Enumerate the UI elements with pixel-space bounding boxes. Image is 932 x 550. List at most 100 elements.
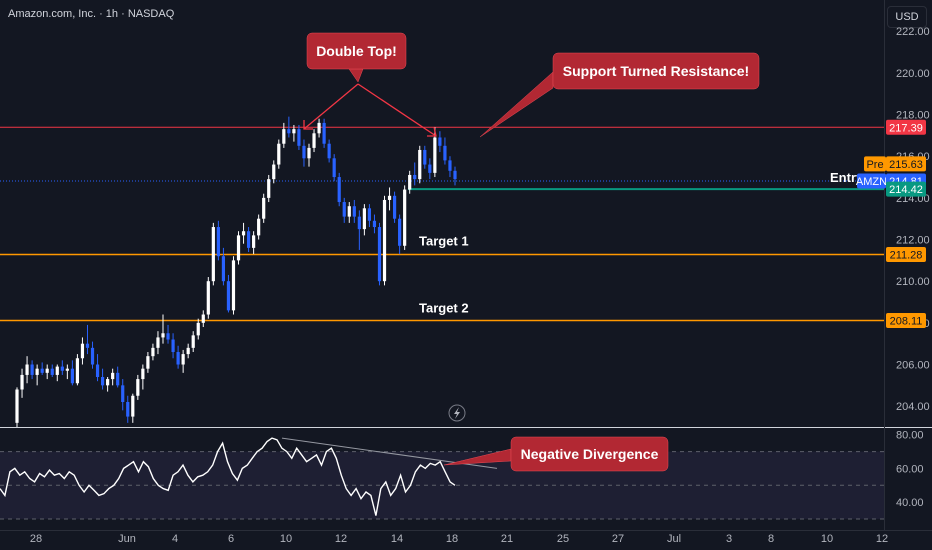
target-2-label: Target 2 xyxy=(419,301,469,316)
candle-body xyxy=(186,347,190,355)
candle-body xyxy=(362,208,366,230)
candle-body xyxy=(277,143,281,165)
rsi-tick-label: 80.00 xyxy=(896,430,924,442)
symbol-tag-label: AMZN xyxy=(856,176,887,188)
time-tick-label: 12 xyxy=(876,533,888,545)
candle-body xyxy=(95,364,100,378)
time-tick-label: 14 xyxy=(391,533,403,545)
time-tick-label: 21 xyxy=(501,533,513,545)
entry-tag-label: 214.42 xyxy=(889,184,923,196)
candle-body xyxy=(241,231,246,236)
candle-body xyxy=(408,174,412,190)
candle-body xyxy=(211,227,215,282)
candle-body xyxy=(166,333,170,340)
candle-body xyxy=(146,356,150,369)
double-top-arrow-right xyxy=(357,83,437,137)
candle-body xyxy=(382,199,387,282)
pre-price-tag-label: 215.63 xyxy=(889,159,923,171)
resistance-callout-label: Support Turned Resistance! xyxy=(563,63,749,79)
resistance-tag xyxy=(886,119,926,135)
time-tick-label: 10 xyxy=(821,533,833,545)
candle-body xyxy=(282,129,286,144)
candle-body xyxy=(181,354,185,365)
double-top-callout-pointer xyxy=(348,68,364,83)
chart-header-title: Amazon.com, Inc. · 1h · NASDAQ xyxy=(8,8,175,20)
price-tick-label: 210.00 xyxy=(896,276,930,288)
candle-body xyxy=(352,206,356,217)
rsi-tick-label: 60.00 xyxy=(896,463,924,475)
candle-body xyxy=(116,372,120,386)
candle-body xyxy=(312,133,316,148)
price-tick-label: 218.00 xyxy=(896,110,930,122)
candle-body xyxy=(423,149,427,165)
time-tick-label: Jul xyxy=(667,533,681,545)
entry-label: Entry xyxy=(830,170,864,185)
target-1-label: Target 1 xyxy=(419,234,469,249)
candle-body xyxy=(141,368,145,380)
time-tick-label: 27 xyxy=(612,533,624,545)
candle-body xyxy=(25,364,29,375)
pre-price-tag xyxy=(886,156,926,172)
candle-body xyxy=(302,145,306,159)
candle-body xyxy=(121,385,125,403)
candle-body xyxy=(332,158,336,178)
candle-body xyxy=(428,164,432,173)
candle-body xyxy=(438,137,442,146)
candle-body xyxy=(136,379,140,396)
candle-body xyxy=(131,395,135,417)
divergence-callout-label: Negative Divergence xyxy=(521,446,659,462)
candle-body xyxy=(151,347,155,357)
candle-body xyxy=(176,352,180,365)
double-top-arrow-left xyxy=(303,83,359,130)
candle-body xyxy=(216,227,220,257)
candle-body xyxy=(156,337,160,348)
candle-body xyxy=(35,368,39,375)
target-2-tag-label: 208.11 xyxy=(890,316,923,328)
candle-body xyxy=(171,339,175,353)
candle-body xyxy=(272,164,276,180)
price-tick-label: 212.00 xyxy=(896,235,930,247)
double-top-callout-box-fill xyxy=(309,57,404,67)
double-top-arrowhead-right xyxy=(427,126,437,137)
candle-body xyxy=(100,377,105,386)
candle-body xyxy=(448,160,452,171)
time-tick-label: 12 xyxy=(335,533,347,545)
pre-tag-label: Pre xyxy=(866,159,883,171)
candle-body xyxy=(453,170,457,180)
candle-body xyxy=(327,143,331,159)
candle-body xyxy=(433,137,437,173)
time-tick-label: 4 xyxy=(172,533,178,545)
candle-body xyxy=(80,343,85,359)
candle-body xyxy=(55,366,59,375)
target-1-tag xyxy=(886,247,926,263)
candle-body xyxy=(287,129,291,134)
candle-body xyxy=(111,372,115,380)
candle-body xyxy=(418,149,422,180)
price-tick-label: 220.00 xyxy=(896,68,930,80)
candle-body xyxy=(252,235,256,248)
resistance-callout-box-fill xyxy=(555,77,757,87)
candle-body xyxy=(398,218,402,246)
candle-body xyxy=(246,231,251,248)
target-2-tag xyxy=(886,313,926,329)
pre-tag xyxy=(864,156,886,172)
candle-body xyxy=(267,179,271,198)
candle-body xyxy=(50,368,54,375)
currency-button[interactable]: USD xyxy=(887,6,927,28)
price-tick-label: 204.00 xyxy=(896,401,930,413)
candle-body xyxy=(357,216,361,230)
candle-body xyxy=(262,197,266,219)
rsi-line xyxy=(0,437,456,516)
time-tick-label: 28 xyxy=(30,533,42,545)
divergence-callout-box-fill xyxy=(513,459,666,469)
candle-body xyxy=(236,235,241,261)
double-top-arrowhead-left xyxy=(303,120,313,130)
time-tick-label: 6 xyxy=(228,533,234,545)
time-tick-label: 25 xyxy=(557,533,569,545)
candle-body xyxy=(337,177,341,203)
candle-body xyxy=(231,260,236,311)
candle-body xyxy=(60,366,64,371)
candle-body xyxy=(297,129,301,146)
candle-body xyxy=(377,227,382,282)
